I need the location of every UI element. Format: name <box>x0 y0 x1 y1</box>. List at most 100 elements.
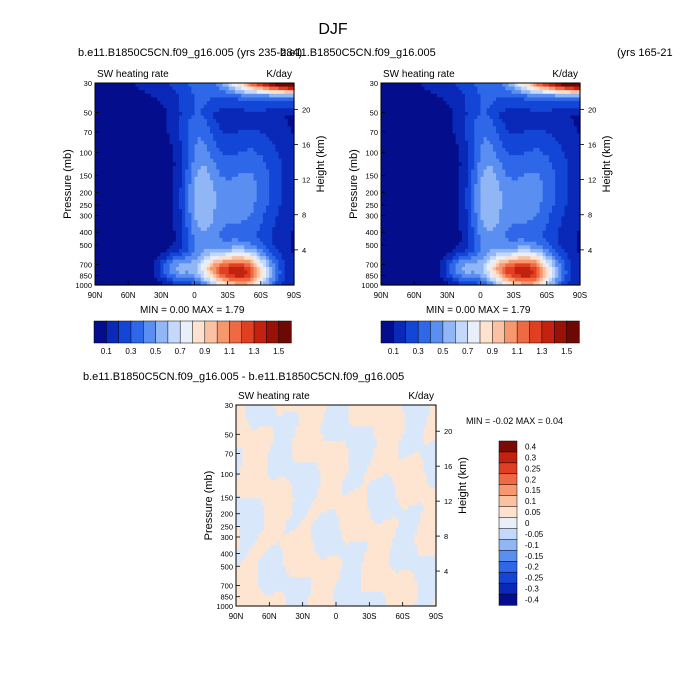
heatmap-cell <box>508 122 513 127</box>
heatmap-cell <box>281 270 286 275</box>
heatmap-cell <box>126 97 130 102</box>
heatmap-cell <box>440 129 444 135</box>
heatmap-cell <box>166 230 171 236</box>
heatmap-cell <box>160 220 165 225</box>
heatmap-cell <box>95 223 99 228</box>
heatmap-cell <box>238 220 242 225</box>
heatmap-cell <box>452 86 457 91</box>
heatmap-cell <box>405 126 410 131</box>
heatmap-cell <box>98 212 102 218</box>
heatmap-cell <box>104 90 109 95</box>
heatmap-cell <box>147 147 152 153</box>
heatmap-cell <box>272 93 276 99</box>
heatmap-cell <box>219 212 224 218</box>
heatmap-cell <box>415 137 419 142</box>
heatmap-cell <box>150 108 155 113</box>
heatmap-cell <box>119 187 124 192</box>
heatmap-cell <box>216 216 220 221</box>
heatmap-cell <box>225 252 230 257</box>
heatmap-cell <box>511 97 516 102</box>
heatmap-cell <box>191 147 196 153</box>
heatmap-cell <box>132 133 137 138</box>
heatmap-cell <box>281 93 286 99</box>
heatmap-cell <box>278 234 283 239</box>
heatmap-cell <box>536 104 541 109</box>
heatmap-cell <box>185 220 189 225</box>
heatmap-cell <box>238 191 242 196</box>
heatmap-cell <box>278 263 283 268</box>
heatmap-cell <box>219 270 224 275</box>
heatmap-cell <box>95 115 99 120</box>
heatmap-cell <box>166 241 171 246</box>
heatmap-cell <box>185 158 189 163</box>
heatmap-cell <box>188 241 192 246</box>
heatmap-cell <box>135 230 140 236</box>
heatmap-cell <box>119 227 124 232</box>
heatmap-cell <box>119 176 124 181</box>
heatmap-cell <box>561 83 566 88</box>
heatmap-cell <box>150 144 155 149</box>
heatmap-cell <box>262 227 267 232</box>
heatmap-cell <box>225 176 230 181</box>
heatmap-cell <box>101 234 105 239</box>
heatmap-cell <box>138 144 143 149</box>
heatmap-cell <box>387 137 391 142</box>
heatmap-cell <box>390 129 395 135</box>
heatmap-cell <box>126 83 130 88</box>
heatmap-cell <box>160 93 165 99</box>
heatmap-cell <box>508 140 513 145</box>
heatmap-cell <box>185 256 189 261</box>
heatmap-cell <box>107 245 112 250</box>
heatmap-cell <box>154 205 158 210</box>
heatmap-cell <box>104 101 109 106</box>
heatmap-cell <box>253 266 258 272</box>
heatmap-cell <box>219 256 224 261</box>
heatmap-cell <box>154 108 158 113</box>
heatmap-cell <box>284 241 289 246</box>
heatmap-cell <box>122 191 127 196</box>
heatmap-cell <box>166 165 171 171</box>
heatmap-cell <box>222 155 227 160</box>
heatmap-cell <box>527 140 531 145</box>
heatmap-cell <box>253 180 258 185</box>
heatmap-cell <box>222 86 227 91</box>
heatmap-cell <box>238 245 242 250</box>
heatmap-cell <box>219 191 224 196</box>
heatmap-cell <box>119 223 124 228</box>
heatmap-cell <box>393 101 398 106</box>
heatmap-cell <box>126 248 130 254</box>
heatmap-cell <box>113 223 118 228</box>
heatmap-cell <box>461 144 466 149</box>
heatmap-cell <box>250 111 255 117</box>
heatmap-cell <box>98 86 102 91</box>
heatmap-cell <box>250 245 255 250</box>
heatmap-cell <box>564 111 569 117</box>
heatmap-cell <box>194 184 199 189</box>
heatmap-cell <box>194 216 199 221</box>
heatmap-cell <box>116 108 121 113</box>
heatmap-cell <box>219 223 224 228</box>
y-tick-label: 400 <box>79 228 92 237</box>
heatmap-cell <box>458 151 463 156</box>
heatmap-cell <box>287 122 292 127</box>
heatmap-cell <box>281 248 286 254</box>
heatmap-cell <box>281 155 286 160</box>
heatmap-cell <box>116 93 121 99</box>
heatmap-cell <box>542 86 547 91</box>
heatmap-cell <box>418 144 423 149</box>
heatmap-cell <box>399 119 404 124</box>
heatmap-cell <box>492 93 497 99</box>
heatmap-cell <box>530 93 534 99</box>
heatmap-cell <box>188 137 192 142</box>
heatmap-cell <box>250 122 255 127</box>
heatmap-cell <box>275 158 280 163</box>
heatmap-cell <box>231 270 236 275</box>
heatmap-cell <box>496 101 500 106</box>
heatmap-cell <box>269 151 273 156</box>
heatmap-cell <box>154 263 158 268</box>
heatmap-cell <box>122 180 127 185</box>
heatmap-cell <box>281 151 286 156</box>
heatmap-cell <box>576 151 581 156</box>
heatmap-cell <box>157 281 161 286</box>
heatmap-cell <box>126 245 130 250</box>
